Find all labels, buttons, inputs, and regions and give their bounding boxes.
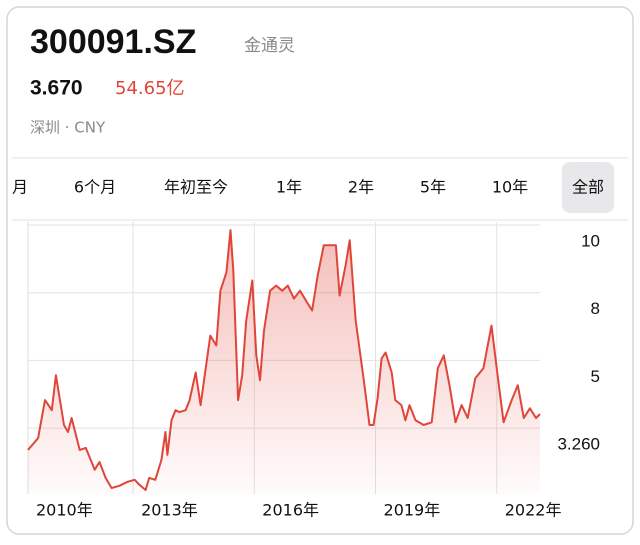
range-tab[interactable]: 2年 bbox=[348, 178, 374, 197]
market-cap: 54.65亿 bbox=[115, 78, 185, 99]
y-tick-label: 10 bbox=[581, 231, 600, 250]
x-tick-label: 2022年 bbox=[505, 501, 562, 520]
tab-selected-bg bbox=[562, 162, 614, 213]
x-tick-label: 2019年 bbox=[384, 501, 441, 520]
y-tick-label: 3.260 bbox=[557, 435, 600, 454]
range-tab[interactable]: 全部 bbox=[572, 178, 604, 197]
area-fill bbox=[28, 230, 540, 494]
price: 3.670 bbox=[30, 77, 83, 100]
x-tick-label: 2016年 bbox=[262, 501, 319, 520]
symbol: 300091.SZ bbox=[30, 23, 196, 61]
x-tick-label: 2010年 bbox=[36, 501, 93, 520]
y-tick-label: 5 bbox=[591, 367, 600, 386]
company-name: 金通灵 bbox=[244, 36, 295, 56]
range-tab[interactable]: 月 bbox=[12, 178, 28, 197]
range-tab[interactable]: 年初至今 bbox=[164, 178, 228, 197]
range-tabs: 月 6个月 年初至今 1年 2年 5年 10年 全部 bbox=[12, 162, 614, 213]
range-tab[interactable]: 5年 bbox=[420, 178, 446, 197]
range-tab[interactable]: 6个月 bbox=[74, 178, 116, 197]
chart: 3.260 5 8 10 2010年 2013年 2016年 2019年 2022年 bbox=[27, 222, 600, 520]
price-line bbox=[27, 229, 541, 491]
range-tab[interactable]: 1年 bbox=[276, 178, 302, 197]
range-tab[interactable]: 10年 bbox=[492, 178, 528, 197]
y-tick-label: 8 bbox=[591, 299, 600, 318]
exchange: 深圳 · CNY bbox=[30, 119, 106, 137]
x-tick-label: 2013年 bbox=[141, 501, 198, 520]
